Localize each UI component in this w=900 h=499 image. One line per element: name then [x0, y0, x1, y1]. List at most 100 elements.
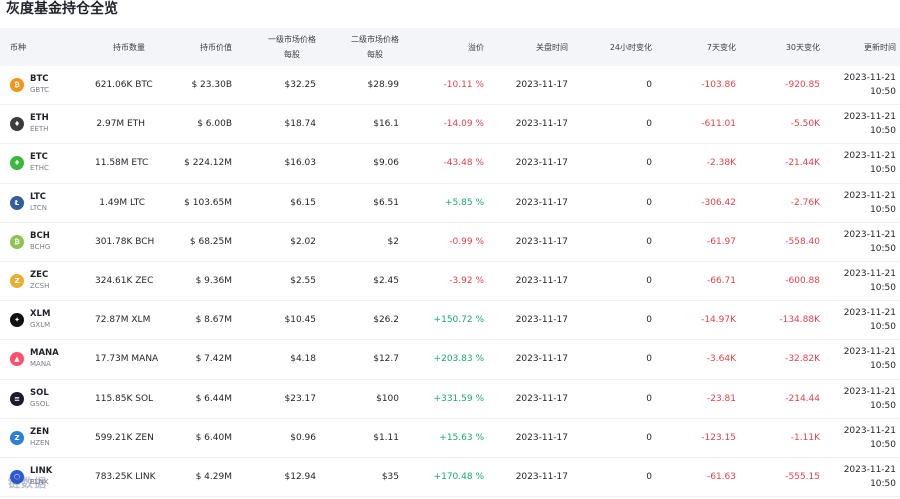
table-row[interactable]: Z ZEN HZEN 599.21K ZEN $ 6.40M $0.96 $1.11 +15.…	[0, 419, 900, 458]
update-time-cell: 2023-11-21 10:50	[820, 345, 896, 373]
change-7d-cell: -2.38K	[706, 158, 736, 169]
value-cell: $ 103.65M	[184, 197, 232, 208]
coin-logo-icon: Z	[10, 430, 24, 445]
table-row[interactable]: Z ZEC ZCSH 324.61K ZEC $ 9.36M $2.55 $2.45 -3.9…	[0, 262, 900, 302]
update-time-cell: 2023-11-21 10:50	[820, 110, 896, 138]
header-secondary-price[interactable]: 二级市场价格 每股	[316, 32, 399, 62]
change-7d-cell: -611.01	[701, 119, 736, 130]
watermark: 链数据	[8, 476, 48, 490]
update-time-cell: 2023-11-21 10:50	[820, 306, 896, 334]
coin-logo-icon: ♦	[10, 117, 24, 132]
holdings-cell: 72.87M XLM	[95, 315, 151, 326]
fund-ticker: ZCSH	[30, 282, 50, 291]
secondary-price-cell: $16.1	[373, 119, 399, 130]
update-date: 2023-11-21	[843, 347, 896, 358]
header-change-30d[interactable]: 30天变化	[785, 42, 820, 52]
value-cell: $ 6.44M	[195, 393, 232, 404]
coin-cell: ⬡ LINK BLNK	[0, 466, 95, 488]
value-cell: $ 7.42M	[195, 354, 232, 365]
coin-logo-icon: ▲	[10, 352, 24, 367]
coin-symbol: MANA	[30, 348, 59, 359]
fund-ticker: GBTC	[30, 86, 49, 95]
header-close-time[interactable]: 关盘时间	[536, 42, 568, 52]
table-row[interactable]: ♦ ETC ETHC 11.58M ETC $ 224.12M $16.03 $9.06 -4…	[0, 144, 900, 184]
primary-price-cell: $16.03	[284, 158, 317, 169]
coin-cell: ≡ SOL GSOL	[0, 388, 95, 410]
primary-price-cell: $2.02	[290, 236, 316, 247]
holdings-cell: 599.21K ZEN	[95, 432, 154, 443]
fund-ticker: GSOL	[30, 399, 50, 408]
close-date-cell: 2023-11-17	[515, 393, 568, 404]
fund-ticker: LTCN	[30, 203, 47, 212]
change-7d-cell: -306.42	[701, 197, 736, 208]
header-coin[interactable]: 币种	[10, 42, 26, 52]
table-row[interactable]: ₿ BCH BCHG 301.78K BCH $ 68.25M $2.02 $2 -0.99 …	[0, 223, 900, 262]
secondary-price-cell: $1.11	[373, 432, 399, 443]
holdings-cell: 2.97M ETH	[96, 119, 145, 130]
header-change-24h[interactable]: 24小时变化	[609, 42, 652, 52]
change-30d-cell: -555.15	[785, 471, 820, 482]
table-row[interactable]: Ł LTC LTCN 1.49M LTC $ 103.65M $6.15 $6.51 +5.8…	[0, 184, 900, 223]
header-change-7d[interactable]: 7天变化	[706, 42, 736, 52]
coin-logo-icon: Ł	[10, 195, 24, 210]
table-row[interactable]: ₿ BTC GBTC 621.06K BTC $ 23.30B $32.25 $28.99 -…	[0, 66, 900, 106]
change-24h-cell: 0	[646, 197, 652, 208]
change-24h-cell: 0	[646, 354, 652, 365]
update-date: 2023-11-21	[843, 269, 896, 280]
change-30d-cell: -21.44K	[785, 158, 820, 169]
header-secondary-price-line2: 每股	[367, 50, 383, 59]
coin-cell: ♦ ETC ETHC	[0, 152, 95, 174]
primary-price-cell: $10.45	[284, 315, 317, 326]
premium-cell: +331.59 %	[433, 393, 484, 404]
change-30d-cell: -32.82K	[785, 354, 820, 365]
coin-cell: Ł LTC LTCN	[0, 192, 95, 214]
close-date-cell: 2023-11-17	[515, 354, 568, 365]
premium-cell: -43.48 %	[443, 158, 484, 169]
primary-price-cell: $23.17	[284, 393, 317, 404]
change-24h-cell: 0	[646, 276, 652, 287]
update-date: 2023-11-21	[843, 190, 896, 201]
secondary-price-cell: $12.7	[373, 354, 399, 365]
fund-ticker: BCHG	[30, 242, 51, 251]
update-clock: 10:50	[870, 439, 896, 450]
secondary-price-cell: $6.51	[373, 197, 399, 208]
table-row[interactable]: ♦ ETH EETH 2.97M ETH $ 6.00B $18.74 $16.1 -14.0…	[0, 105, 900, 145]
secondary-price-cell: $35	[381, 471, 399, 482]
primary-price-cell: $12.94	[284, 471, 317, 482]
value-cell: $ 6.40M	[195, 432, 232, 443]
table-row[interactable]: ≡ SOL GSOL 115.85K SOL $ 6.44M $23.17 $100 +331…	[0, 380, 900, 419]
coin-cell: ₿ BCH BCHG	[0, 231, 95, 253]
table-row[interactable]: ⬡ LINK BLNK 783.25K LINK $ 4.29M $12.94 $35 +17…	[0, 458, 900, 498]
coin-symbol: ZEN	[30, 426, 50, 437]
coin-symbol: BTC	[30, 74, 49, 85]
update-clock: 10:50	[870, 322, 896, 333]
secondary-price-cell: $9.06	[373, 158, 399, 169]
close-date-cell: 2023-11-17	[515, 158, 568, 169]
update-time-cell: 2023-11-21 10:50	[820, 189, 896, 217]
premium-cell: +170.48 %	[433, 471, 484, 482]
value-cell: $ 23.30B	[191, 80, 232, 91]
header-holdings[interactable]: 持币数量	[113, 42, 145, 52]
update-date: 2023-11-21	[843, 425, 896, 436]
update-date: 2023-11-21	[843, 73, 896, 84]
value-cell: $ 8.67M	[195, 315, 232, 326]
holdings-cell: 783.25K LINK	[95, 471, 156, 482]
table-row[interactable]: ✦ XLM GXLM 72.87M XLM $ 8.67M $10.45 $26.2 +150…	[0, 301, 900, 341]
header-value[interactable]: 持币价值	[200, 42, 232, 52]
change-30d-cell: -1.11K	[790, 432, 820, 443]
holdings-cell: 17.73M MANA	[95, 354, 159, 365]
header-premium[interactable]: 溢价	[468, 42, 484, 52]
change-24h-cell: 0	[646, 315, 652, 326]
header-update-time[interactable]: 更新时间	[864, 42, 896, 52]
table-row[interactable]: ▲ MANA MANA 17.73M MANA $ 7.42M $4.18 $12.7 +20…	[0, 340, 900, 380]
primary-price-cell: $18.74	[284, 119, 317, 130]
coin-symbol: ETC	[30, 152, 48, 163]
change-24h-cell: 0	[646, 158, 652, 169]
coin-cell: ₿ BTC GBTC	[0, 74, 95, 96]
header-primary-price[interactable]: 一级市场价格 每股	[232, 32, 316, 62]
update-clock: 10:50	[870, 204, 896, 215]
coin-symbol: BCH	[30, 230, 50, 241]
change-30d-cell: -558.40	[785, 236, 820, 247]
coin-symbol: LINK	[30, 465, 53, 476]
fund-ticker: HZEN	[30, 438, 50, 447]
